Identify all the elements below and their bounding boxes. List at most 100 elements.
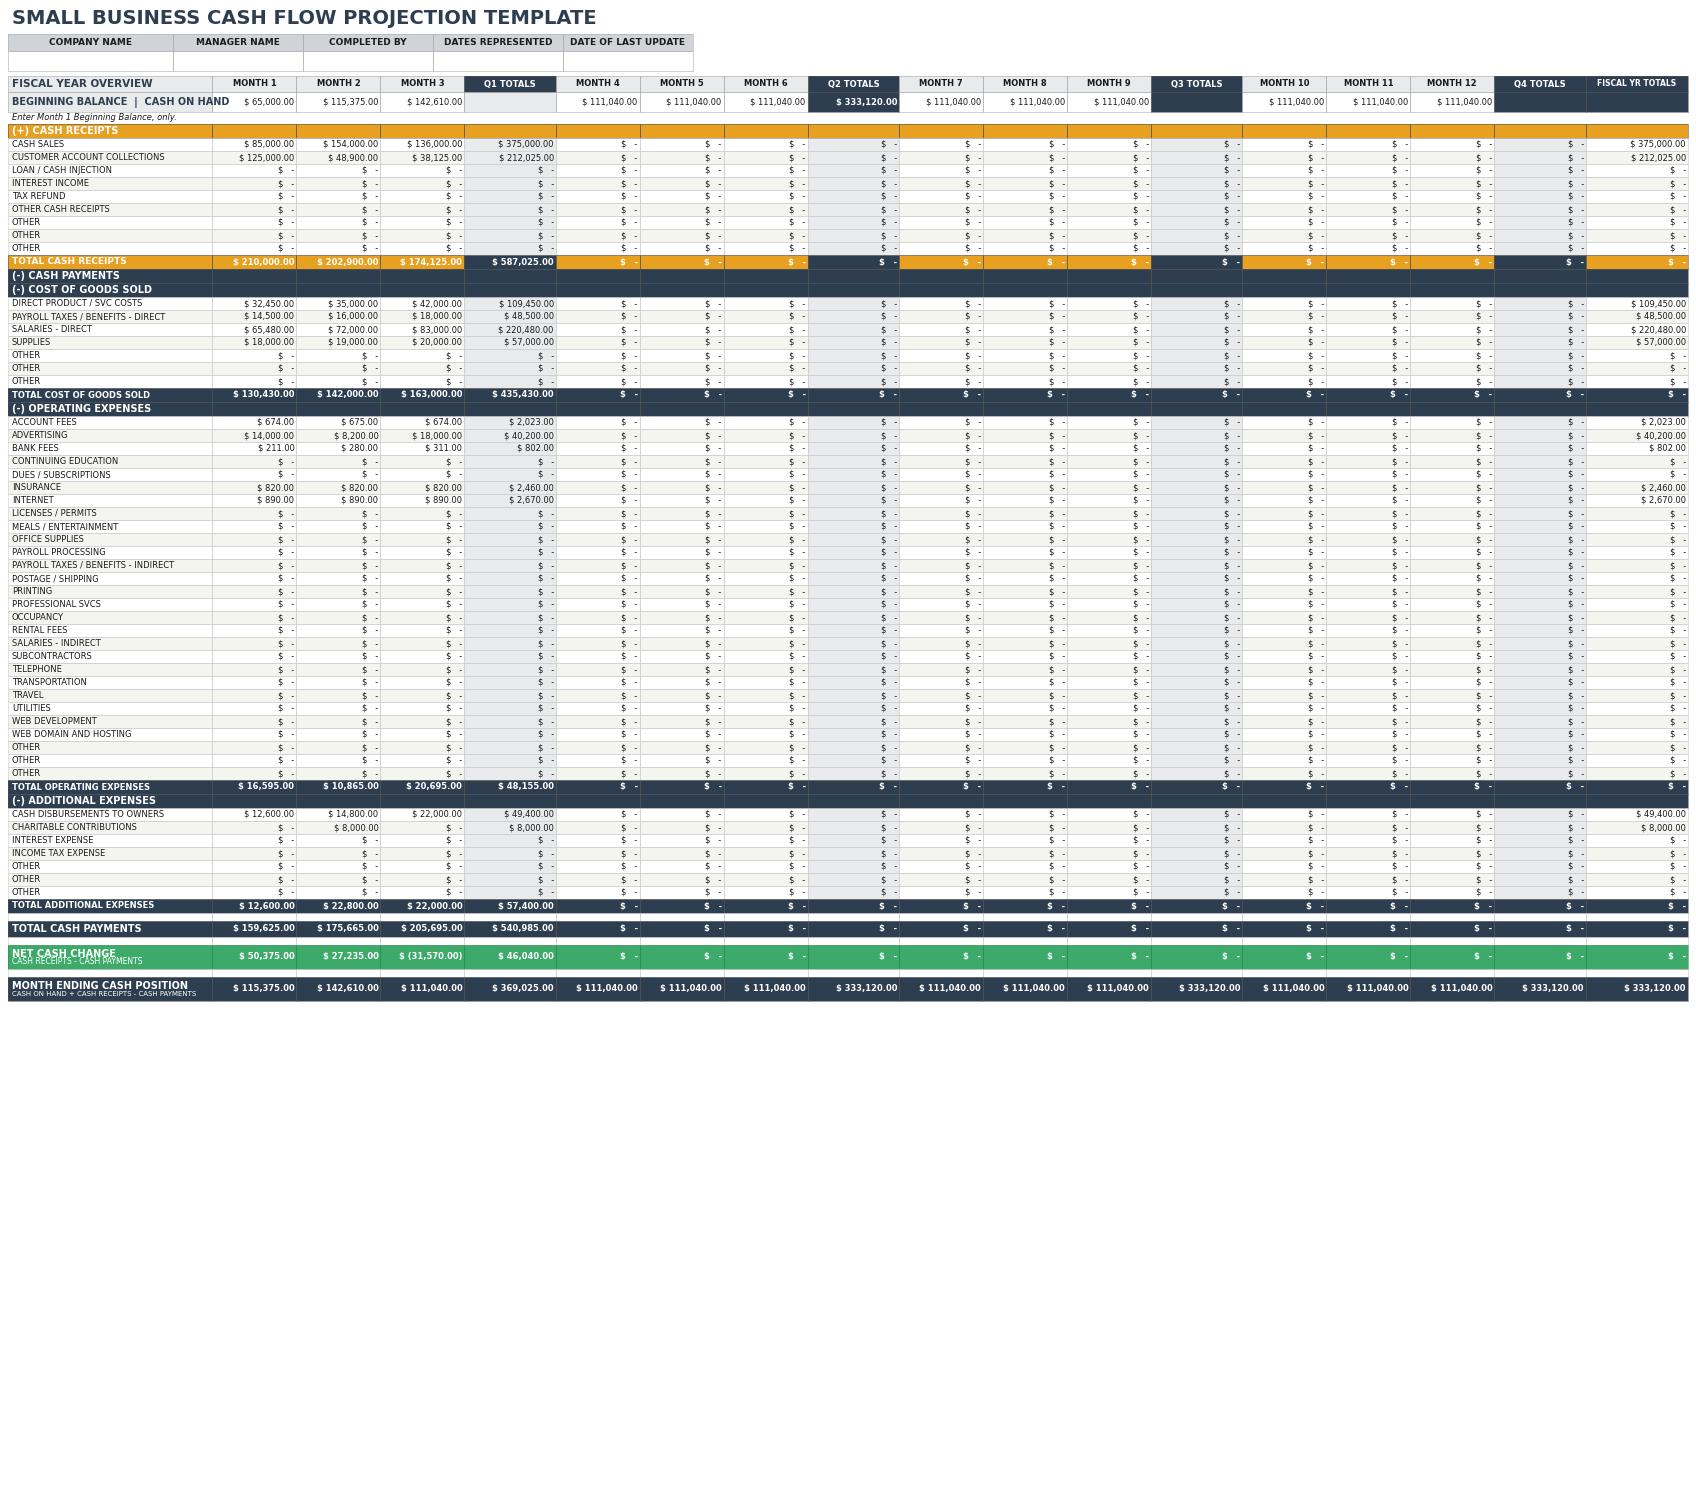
- Bar: [807, 794, 899, 808]
- Text: MONTH 2: MONTH 2: [317, 79, 360, 88]
- Bar: [8, 729, 212, 741]
- Bar: [724, 676, 807, 688]
- Bar: [1326, 559, 1411, 572]
- Text: $   -: $ -: [1567, 431, 1584, 440]
- Bar: [1411, 945, 1494, 968]
- Bar: [807, 702, 899, 715]
- Bar: [1067, 454, 1152, 468]
- Text: $   -: $ -: [880, 612, 897, 621]
- Bar: [1243, 624, 1326, 638]
- Bar: [556, 676, 639, 688]
- Text: $   -: $ -: [1392, 626, 1408, 635]
- Bar: [1326, 323, 1411, 337]
- Bar: [984, 663, 1067, 676]
- Bar: [1243, 821, 1326, 834]
- Text: $   -: $ -: [880, 179, 897, 188]
- Text: $ 890.00: $ 890.00: [258, 496, 295, 505]
- Bar: [899, 834, 984, 846]
- Bar: [1586, 139, 1688, 150]
- Bar: [1411, 349, 1494, 362]
- Text: $ 115,375.00: $ 115,375.00: [232, 985, 295, 994]
- Text: $   -: $ -: [1567, 562, 1584, 571]
- Bar: [212, 270, 297, 283]
- Text: $   -: $ -: [706, 863, 722, 872]
- Bar: [1152, 968, 1243, 977]
- Bar: [899, 860, 984, 873]
- Bar: [984, 873, 1067, 887]
- Bar: [556, 794, 639, 808]
- Bar: [807, 663, 899, 676]
- Text: $   -: $ -: [1392, 678, 1408, 687]
- Bar: [899, 495, 984, 507]
- Text: $ 20,000.00: $ 20,000.00: [412, 338, 463, 347]
- Bar: [465, 139, 556, 150]
- Text: $   -: $ -: [1133, 703, 1148, 714]
- Bar: [465, 821, 556, 834]
- Bar: [724, 624, 807, 638]
- Text: $ 675.00: $ 675.00: [341, 419, 378, 428]
- Text: $   -: $ -: [363, 469, 378, 478]
- Bar: [1494, 779, 1586, 794]
- Text: $   -: $ -: [789, 653, 806, 662]
- Bar: [1326, 520, 1411, 533]
- Text: $   -: $ -: [363, 769, 378, 778]
- Bar: [724, 545, 807, 559]
- Bar: [380, 559, 465, 572]
- Bar: [556, 754, 639, 767]
- Bar: [8, 255, 212, 270]
- Bar: [297, 860, 380, 873]
- Bar: [1494, 887, 1586, 898]
- Bar: [1411, 611, 1494, 624]
- Bar: [724, 375, 807, 387]
- Bar: [212, 416, 297, 429]
- Text: $ 109,450.00: $ 109,450.00: [499, 299, 555, 308]
- Bar: [556, 834, 639, 846]
- Bar: [1243, 898, 1326, 913]
- Bar: [1326, 779, 1411, 794]
- Bar: [899, 229, 984, 241]
- Text: $ 12,600.00: $ 12,600.00: [239, 901, 295, 910]
- Text: $   -: $ -: [363, 192, 378, 201]
- Bar: [1152, 572, 1243, 586]
- Bar: [899, 559, 984, 572]
- Text: $   -: $ -: [1308, 811, 1325, 820]
- Bar: [465, 767, 556, 779]
- Bar: [807, 229, 899, 241]
- Bar: [297, 968, 380, 977]
- Bar: [984, 164, 1067, 177]
- Text: $   -: $ -: [1567, 626, 1584, 635]
- Text: $   -: $ -: [619, 924, 638, 934]
- Bar: [807, 270, 899, 283]
- Bar: [8, 873, 212, 887]
- Bar: [556, 229, 639, 241]
- Bar: [639, 741, 724, 754]
- Bar: [1152, 821, 1243, 834]
- Bar: [297, 741, 380, 754]
- Bar: [1152, 754, 1243, 767]
- Bar: [984, 702, 1067, 715]
- Bar: [556, 323, 639, 337]
- Text: $   -: $ -: [1133, 419, 1148, 428]
- Bar: [639, 349, 724, 362]
- Bar: [899, 191, 984, 203]
- Bar: [1586, 715, 1688, 729]
- Text: $   -: $ -: [363, 218, 378, 226]
- Bar: [899, 177, 984, 191]
- Bar: [1326, 921, 1411, 937]
- Bar: [212, 921, 297, 937]
- Bar: [807, 913, 899, 921]
- Bar: [807, 945, 899, 968]
- Text: $   -: $ -: [1567, 218, 1584, 226]
- Bar: [297, 229, 380, 241]
- Bar: [984, 375, 1067, 387]
- Text: $   -: $ -: [446, 626, 463, 635]
- Text: SALARIES - INDIRECT: SALARIES - INDIRECT: [12, 639, 100, 648]
- Bar: [724, 650, 807, 663]
- Text: $   -: $ -: [621, 653, 638, 662]
- Bar: [1586, 362, 1688, 375]
- Bar: [465, 937, 556, 945]
- Bar: [724, 846, 807, 860]
- Bar: [1326, 495, 1411, 507]
- Text: $   -: $ -: [1133, 431, 1148, 440]
- Bar: [297, 387, 380, 402]
